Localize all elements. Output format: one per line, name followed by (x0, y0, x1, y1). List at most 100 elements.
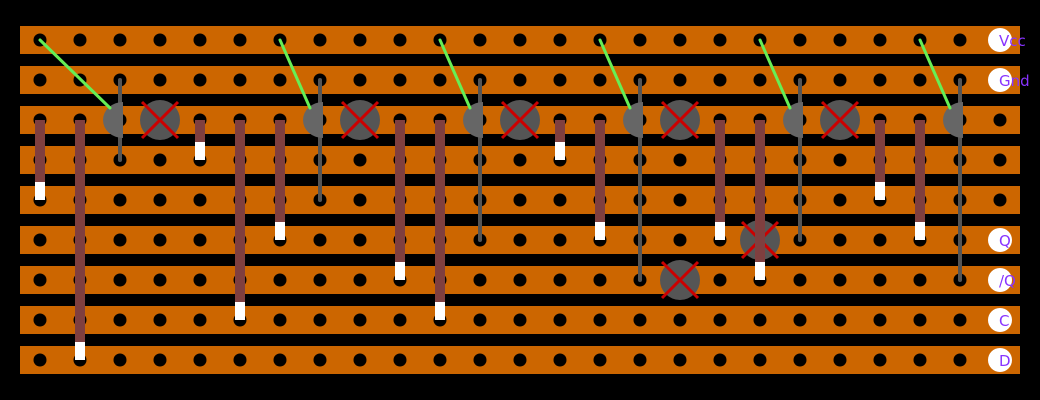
hole (833, 193, 847, 207)
hole (553, 73, 567, 87)
hole (233, 353, 247, 367)
hole (753, 313, 767, 327)
hole (673, 233, 687, 247)
hole (113, 193, 127, 207)
rail-labels: Vcc Gnd Q/Q C D (988, 28, 1030, 372)
hole (113, 273, 127, 287)
hole (713, 33, 727, 47)
hole (153, 313, 167, 327)
diagonal-wire (758, 38, 792, 110)
hole (153, 273, 167, 287)
hole (833, 233, 847, 247)
hole (553, 273, 567, 287)
hole (433, 73, 447, 87)
hole (553, 193, 567, 207)
hole (593, 353, 607, 367)
hole (833, 313, 847, 327)
hole (633, 353, 647, 367)
hole (153, 73, 167, 87)
hole (113, 313, 127, 327)
hole (193, 353, 207, 367)
hole (553, 353, 567, 367)
hole (273, 353, 287, 367)
rail-label-gnd: Gnd (999, 72, 1030, 90)
hole (833, 353, 847, 367)
rail-label-q: Q (999, 232, 1011, 250)
hole (473, 313, 487, 327)
hole (873, 73, 887, 87)
hole (913, 73, 927, 87)
hole (273, 73, 287, 87)
hole (953, 353, 967, 367)
hole (553, 313, 567, 327)
hole (593, 273, 607, 287)
hole (473, 273, 487, 287)
hole (673, 33, 687, 47)
hole (273, 313, 287, 327)
hole (793, 353, 807, 367)
hole (153, 153, 167, 167)
hole (673, 313, 687, 327)
hole (313, 233, 327, 247)
rail-label-vcc: Vcc (999, 32, 1026, 50)
transistor-body (783, 102, 803, 138)
diagonal-wire (438, 38, 472, 110)
hole (313, 273, 327, 287)
hole (353, 153, 367, 167)
hole (753, 353, 767, 367)
hole (33, 353, 47, 367)
hole (193, 273, 207, 287)
hole (513, 273, 527, 287)
rail-label-disc (988, 228, 1012, 252)
hole (113, 33, 127, 47)
hole (873, 353, 887, 367)
hole (393, 353, 407, 367)
hole (553, 233, 567, 247)
hole (833, 33, 847, 47)
hole (513, 353, 527, 367)
track-cut-cross-line (660, 260, 700, 300)
rail-label-disc (988, 268, 1012, 292)
hole (673, 353, 687, 367)
hole (33, 313, 47, 327)
hole (153, 233, 167, 247)
hole (113, 353, 127, 367)
hole (793, 273, 807, 287)
hole (833, 273, 847, 287)
track-cut-cross-line (820, 100, 860, 140)
hole (633, 33, 647, 47)
hole (513, 233, 527, 247)
hole (473, 353, 487, 367)
hole (713, 353, 727, 367)
hole (513, 313, 527, 327)
rail-label-disc (988, 68, 1012, 92)
hole (393, 33, 407, 47)
hole (153, 353, 167, 367)
hole (993, 153, 1007, 167)
hole (993, 113, 1007, 127)
hole (353, 233, 367, 247)
rail-label-not-q: /Q (999, 272, 1016, 290)
hole (993, 193, 1007, 207)
hole (593, 73, 607, 87)
hole (353, 33, 367, 47)
hole (313, 353, 327, 367)
rail-label-c: C (999, 312, 1009, 330)
hole (753, 73, 767, 87)
hole (713, 313, 727, 327)
diagonal-wire (918, 38, 952, 110)
diagonal-wire (598, 38, 632, 110)
hole (953, 313, 967, 327)
hole (833, 153, 847, 167)
hole (953, 33, 967, 47)
hole (513, 193, 527, 207)
hole (873, 273, 887, 287)
transistor-body (943, 102, 963, 138)
hole (833, 73, 847, 87)
hole (513, 33, 527, 47)
hole (713, 273, 727, 287)
hole (273, 273, 287, 287)
hole (513, 73, 527, 87)
hole (233, 73, 247, 87)
hole (873, 313, 887, 327)
